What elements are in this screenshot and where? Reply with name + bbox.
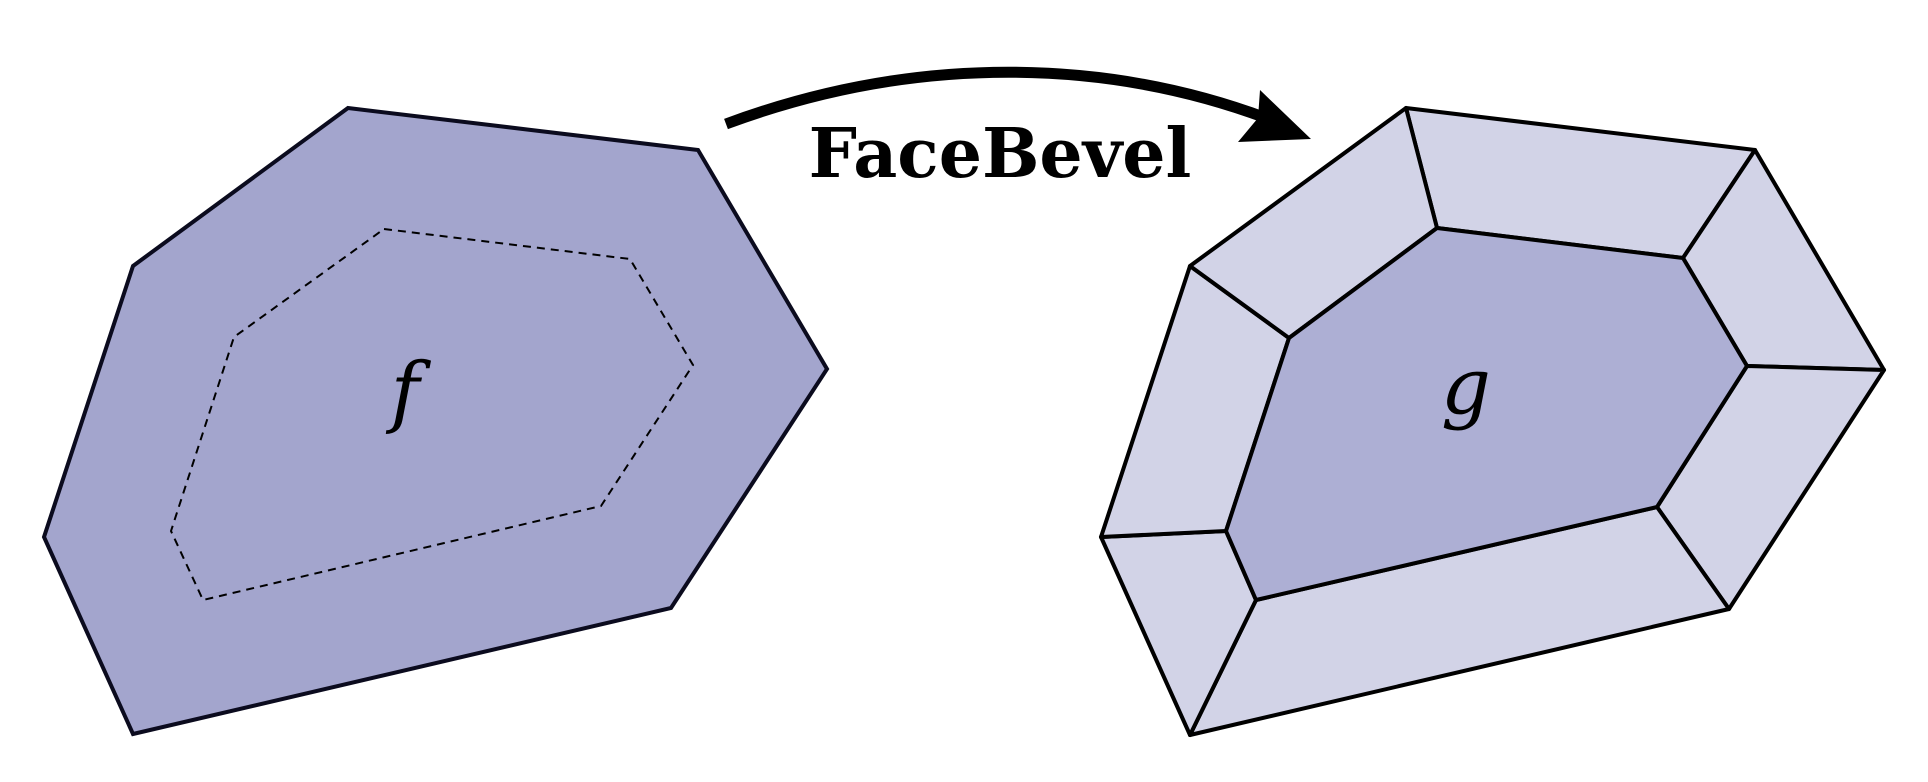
operation-label: FaceBevel	[809, 114, 1192, 194]
output-inner-face	[1224, 226, 1749, 602]
arrowhead-icon	[1238, 90, 1311, 142]
inset-guide-dashed	[169, 227, 695, 602]
input-face-group: f	[41, 105, 830, 737]
output-face-label: g	[1441, 342, 1491, 432]
operation-arrow: FaceBevel	[724, 66, 1311, 194]
arrow-curve	[724, 66, 1268, 130]
input-face-polygon	[41, 105, 830, 737]
output-face-group: g	[1099, 106, 1886, 737]
